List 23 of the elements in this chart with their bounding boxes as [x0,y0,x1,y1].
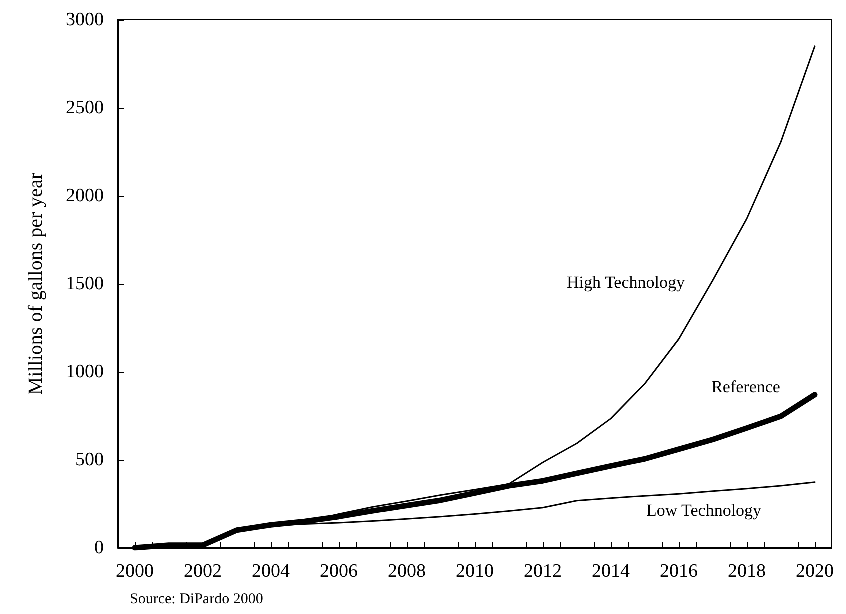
source-note: Source: DiPardo 2000 [130,592,264,608]
series-label: Low Technology [646,500,762,520]
x-tick-label: 2006 [320,561,358,582]
series-label: Reference [712,377,780,396]
y-tick-label: 0 [94,538,104,558]
x-tick-label: 2016 [660,561,698,582]
x-tick-label: 2002 [184,561,222,582]
y-tick-label: 500 [76,450,104,470]
series-label: High Technology [567,272,686,292]
x-tick-label: 2008 [388,561,426,582]
y-axis-title: Millions of gallons per year [25,172,47,396]
y-tick-label: 3000 [66,10,104,30]
y-tick-label: 2500 [66,98,104,118]
x-tick-label: 2012 [524,561,562,582]
x-tick-label: 2004 [252,561,290,582]
x-tick-label: 2020 [796,561,834,582]
x-tick-label: 2000 [116,561,154,582]
y-tick-label: 2000 [66,186,104,206]
y-tick-label: 1500 [66,274,104,294]
y-tick-label: 1000 [66,362,104,382]
x-tick-label: 2018 [728,561,766,582]
x-tick-label: 2014 [592,561,630,582]
x-tick-label: 2010 [456,561,494,582]
